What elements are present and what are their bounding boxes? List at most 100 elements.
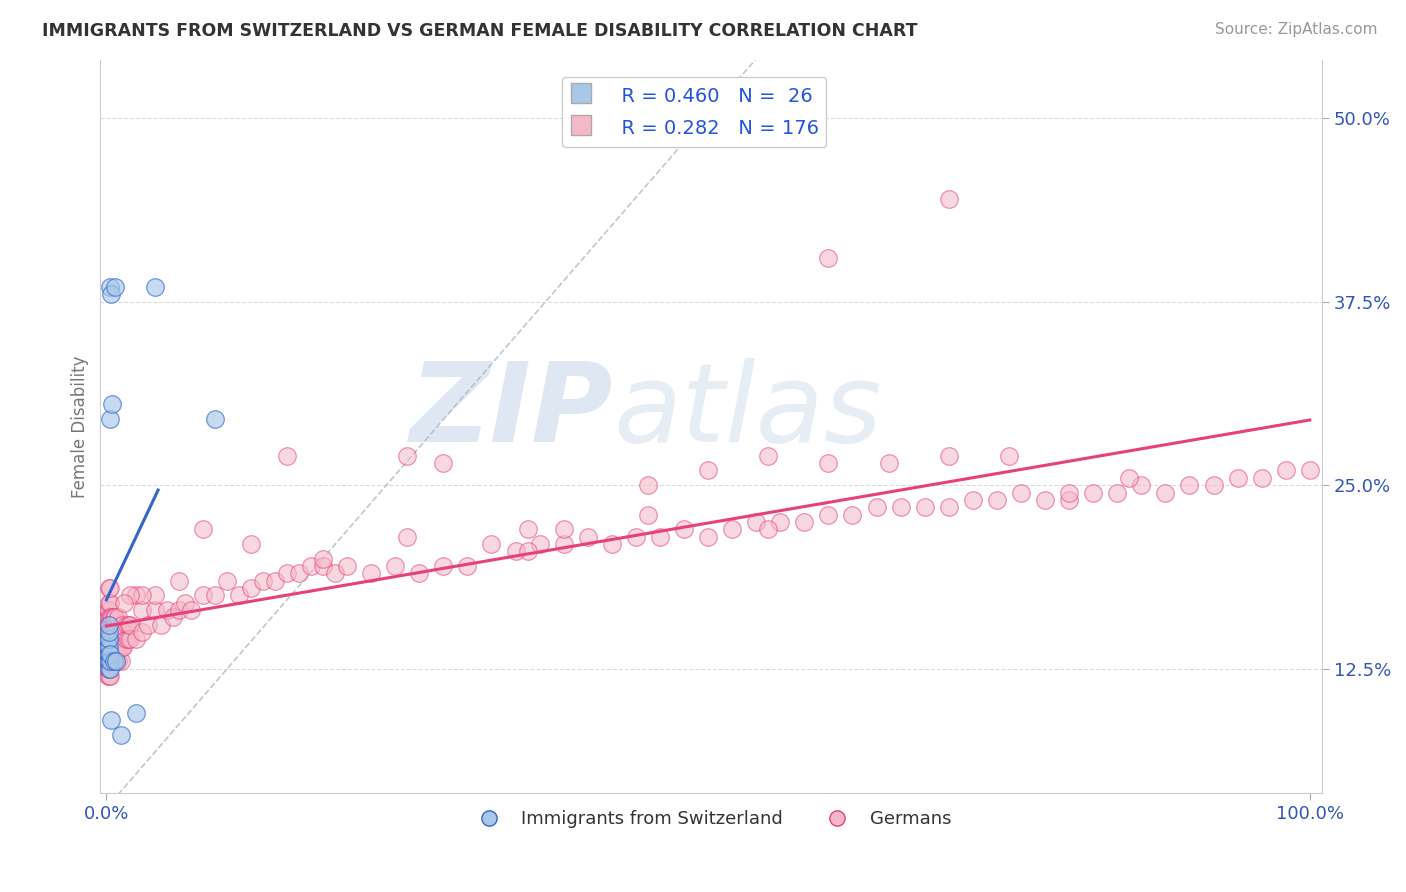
Point: [890, 500, 912, 515]
Point: [252, 574, 274, 588]
Point: [100, 654, 122, 668]
Point: [624, 529, 647, 543]
Point: [112, 640, 135, 654]
Point: [276, 566, 298, 581]
Point: [98, 654, 121, 668]
Point: [107, 640, 129, 654]
Point: [107, 654, 129, 668]
Point: [112, 624, 135, 639]
Point: [103, 640, 125, 654]
Point: [101, 617, 124, 632]
Point: [98, 581, 121, 595]
Point: [191, 522, 214, 536]
Point: [938, 449, 960, 463]
Point: [97, 640, 120, 654]
Point: [120, 632, 142, 647]
Point: [97, 662, 120, 676]
Point: [110, 728, 132, 742]
Point: [817, 508, 839, 522]
Point: [97, 617, 120, 632]
Point: [312, 558, 335, 573]
Point: [697, 529, 720, 543]
Point: [97, 647, 120, 661]
Point: [97, 632, 120, 647]
Point: [110, 654, 132, 668]
Point: [131, 603, 153, 617]
Point: [456, 558, 478, 573]
Point: [98, 596, 121, 610]
Point: [336, 558, 359, 573]
Point: [97, 669, 120, 683]
Point: [100, 713, 122, 727]
Point: [97, 596, 120, 610]
Point: [516, 522, 538, 536]
Point: [97, 617, 120, 632]
Point: [97, 654, 120, 668]
Point: [97, 624, 120, 639]
Point: [97, 624, 120, 639]
Point: [100, 610, 122, 624]
Point: [721, 522, 744, 536]
Point: [637, 478, 659, 492]
Point: [204, 588, 226, 602]
Point: [817, 251, 839, 265]
Point: [1057, 485, 1080, 500]
Point: [108, 640, 131, 654]
Legend: Immigrants from Switzerland, Germans: Immigrants from Switzerland, Germans: [464, 803, 959, 836]
Point: [97, 610, 120, 624]
Point: [215, 574, 238, 588]
Point: [104, 280, 127, 294]
Point: [98, 624, 121, 639]
Point: [111, 640, 134, 654]
Point: [648, 529, 671, 543]
Point: [97, 654, 120, 668]
Point: [131, 588, 153, 602]
Point: [97, 654, 120, 668]
Point: [98, 412, 121, 426]
Point: [432, 558, 454, 573]
Point: [877, 456, 900, 470]
Point: [1299, 463, 1322, 477]
Point: [103, 624, 125, 639]
Point: [228, 588, 250, 602]
Point: [817, 456, 839, 470]
Point: [432, 456, 454, 470]
Point: [97, 603, 120, 617]
Point: [239, 537, 262, 551]
Point: [97, 662, 120, 676]
Point: [1274, 463, 1296, 477]
Point: [360, 566, 382, 581]
Point: [101, 632, 124, 647]
Point: [98, 632, 121, 647]
Point: [553, 522, 575, 536]
Point: [103, 610, 125, 624]
Point: [98, 640, 121, 654]
Point: [97, 669, 120, 683]
Point: [167, 574, 190, 588]
Point: [396, 449, 419, 463]
Point: [276, 449, 298, 463]
Point: [1202, 478, 1225, 492]
Point: [1107, 485, 1129, 500]
Point: [105, 640, 128, 654]
Point: [962, 492, 984, 507]
Point: [505, 544, 527, 558]
Point: [239, 581, 262, 595]
Point: [553, 537, 575, 551]
Point: [97, 647, 120, 661]
Point: [1118, 471, 1140, 485]
Point: [97, 654, 120, 668]
Point: [1154, 485, 1177, 500]
Point: [143, 280, 166, 294]
Point: [756, 522, 779, 536]
Point: [107, 610, 129, 624]
Point: [105, 654, 128, 668]
Point: [191, 588, 214, 602]
Point: [104, 624, 127, 639]
Point: [97, 640, 120, 654]
Point: [204, 412, 226, 426]
Point: [576, 529, 599, 543]
Point: [104, 610, 127, 624]
Text: IMMIGRANTS FROM SWITZERLAND VS GERMAN FEMALE DISABILITY CORRELATION CHART: IMMIGRANTS FROM SWITZERLAND VS GERMAN FE…: [42, 22, 918, 40]
Point: [173, 596, 195, 610]
